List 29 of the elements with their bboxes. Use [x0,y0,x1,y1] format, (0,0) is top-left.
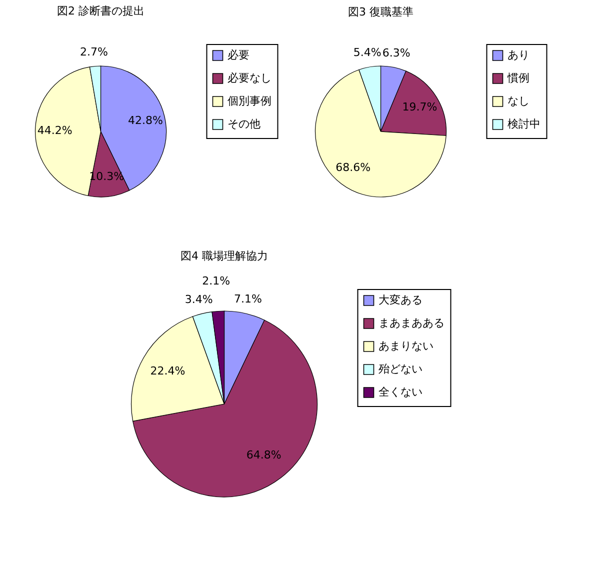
data-label: 64.8% [246,448,282,462]
data-label: 6.3% [382,46,410,60]
legend-label: なし [507,94,530,108]
data-label: 5.4% [353,46,382,60]
data-label: 3.4% [184,293,213,306]
legend-label: まあまあある [378,316,444,330]
legend-label: 検討中 [507,118,540,130]
chart-title: 図2 診断書の提出 [57,4,144,18]
legend-label: 全くない [378,386,422,398]
data-label: 22.4% [150,364,186,378]
legend-label: 殆どない [378,362,422,376]
chart-title: 図3 復職基準 [348,5,414,18]
legend-label: 必要 [227,48,250,62]
data-label: 44.2% [37,124,72,137]
data-label: 2.1% [202,274,230,288]
legend-label: 大変ある [378,294,422,306]
data-label: 2.7% [80,45,108,58]
legend-label: 慣例 [506,72,530,84]
legend-label: 必要なし [227,72,272,84]
legend-label: あり [507,48,530,62]
legend-label: あまりない [378,340,434,352]
legend-label: 個別事例 [227,94,272,108]
data-label: 68.6% [336,161,371,174]
legend-label: その他 [227,118,260,130]
data-label: 19.7% [402,100,438,114]
data-label: 42.8% [128,114,163,128]
data-label: 7.1% [234,292,262,306]
chart-title: 図4 職場理解協力 [180,249,268,262]
pie-slice [314,69,446,198]
